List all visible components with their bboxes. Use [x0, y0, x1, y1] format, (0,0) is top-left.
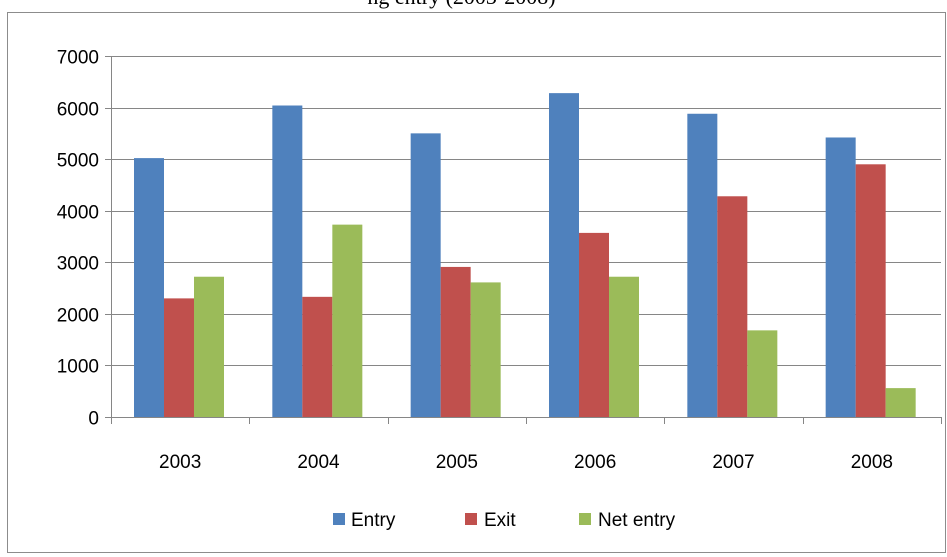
bar: [470, 282, 501, 417]
bar: [885, 388, 916, 417]
gridlines: [111, 56, 941, 366]
x-tick-label: 2005: [436, 452, 478, 473]
x-tick-label: 2006: [574, 452, 616, 473]
legend-label: Entry: [351, 510, 396, 531]
bar: [717, 196, 748, 417]
legend-swatch: [579, 513, 591, 525]
bars: [134, 93, 916, 418]
y-tick-label: 1000: [57, 357, 99, 378]
bar: [855, 164, 886, 417]
bar: [332, 224, 363, 417]
bar: [164, 298, 194, 417]
bar: [194, 276, 224, 417]
bar: [302, 296, 333, 417]
chart-title: ng entry (2003-2008): [0, 0, 947, 26]
y-tick-label: 6000: [57, 100, 99, 121]
bar: [440, 266, 471, 417]
bar: [747, 330, 778, 417]
x-tick-label: 2004: [297, 452, 340, 473]
legend-label: Net entry: [598, 510, 676, 531]
legend-swatch: [465, 513, 477, 525]
y-tick-label: 3000: [57, 254, 99, 275]
chart-border: [7, 12, 946, 553]
bar: [579, 232, 609, 417]
x-axis: 2003 2004 2005 2006 2007 2008: [111, 417, 942, 473]
y-axis-ticks: 0 1000 2000 3000 4000 5000 6000 7000: [57, 48, 112, 430]
x-tick-label: 2007: [712, 452, 754, 473]
bar: [687, 113, 718, 417]
legend-swatch: [333, 513, 345, 525]
y-tick-label: 0: [88, 409, 99, 430]
bar: [825, 137, 856, 418]
x-tick-label: 2008: [851, 452, 893, 473]
bar: [410, 133, 441, 417]
y-tick-label: 5000: [57, 151, 99, 172]
y-tick-label: 4000: [57, 203, 99, 224]
chart-title-text: ng entry (2003-2008): [367, 0, 555, 9]
bar: [549, 93, 579, 417]
legend: Entry Exit Net entry: [333, 510, 676, 531]
bar: [609, 276, 639, 417]
y-tick-label: 2000: [57, 306, 99, 327]
y-tick-label: 7000: [57, 48, 99, 69]
legend-label: Exit: [484, 510, 516, 531]
bar: [272, 105, 303, 417]
x-tick-label: 2003: [159, 452, 201, 473]
bar: [134, 158, 164, 417]
